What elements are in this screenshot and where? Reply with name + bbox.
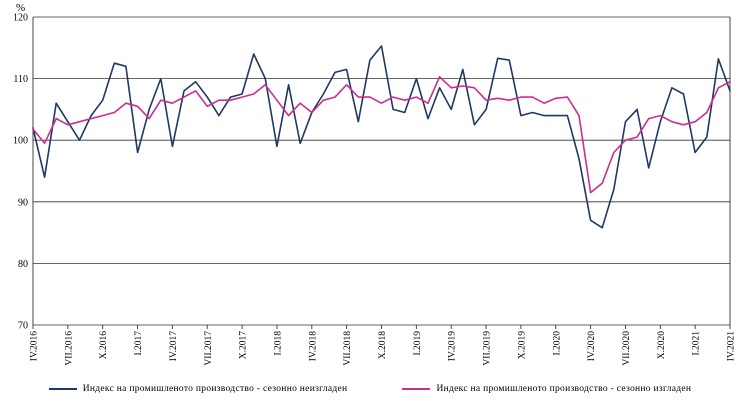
x-tick-label: X.2016	[99, 331, 109, 359]
x-tick-label: I.2021	[692, 331, 702, 356]
legend-label-unadjusted: Индекс на промишленото производство - се…	[82, 384, 348, 394]
x-tick-label: IV.2018	[308, 331, 318, 361]
legend-item-adjusted: Индекс на промишленото производство - се…	[402, 384, 691, 394]
x-tick-label: IV.2019	[448, 331, 458, 361]
y-tick-label: 100	[13, 136, 28, 147]
line-swatch-unadjusted-icon	[48, 388, 77, 390]
x-tick-label: VII.2018	[343, 331, 353, 366]
line-swatch-adjusted-icon	[402, 388, 431, 390]
x-tick-label: X.2019	[517, 331, 527, 359]
x-tick-label: X.2017	[239, 331, 249, 359]
y-tick-label: 110	[13, 74, 28, 85]
x-tick-label: I.2018	[273, 331, 283, 356]
y-tick-label: 120	[13, 13, 28, 24]
x-tick-label: I.2020	[552, 331, 562, 356]
x-tick-label: IV.2016	[30, 331, 40, 361]
x-tick-label: IV.2017	[169, 331, 179, 361]
y-tick-label: 80	[18, 259, 28, 270]
series-line-1	[32, 76, 731, 194]
x-tick-label: VII.2020	[622, 331, 632, 366]
x-tick-label: I.2019	[413, 331, 423, 356]
x-tick-label: X.2018	[378, 331, 388, 359]
series-line-0	[32, 45, 731, 229]
x-tick-label: IV.2021	[727, 331, 737, 361]
x-tick-label: X.2020	[657, 331, 667, 359]
x-tick-label: I.2017	[134, 331, 144, 356]
y-tick-label: 90	[18, 197, 28, 208]
x-tick-label: VII.2017	[204, 331, 214, 366]
x-tick-label: VII.2019	[483, 331, 493, 366]
legend-item-unadjusted: Индекс на промишленото производство - се…	[48, 384, 348, 394]
y-axis-unit-label: %	[16, 2, 26, 14]
y-tick-label: 70	[18, 321, 28, 332]
legend-label-adjusted: Индекс на промишленото производство - се…	[436, 384, 692, 394]
x-tick-label: VII.2016	[64, 331, 74, 366]
legend: Индекс на промишленото производство - се…	[0, 384, 740, 394]
x-tick-label: IV.2020	[587, 331, 597, 361]
